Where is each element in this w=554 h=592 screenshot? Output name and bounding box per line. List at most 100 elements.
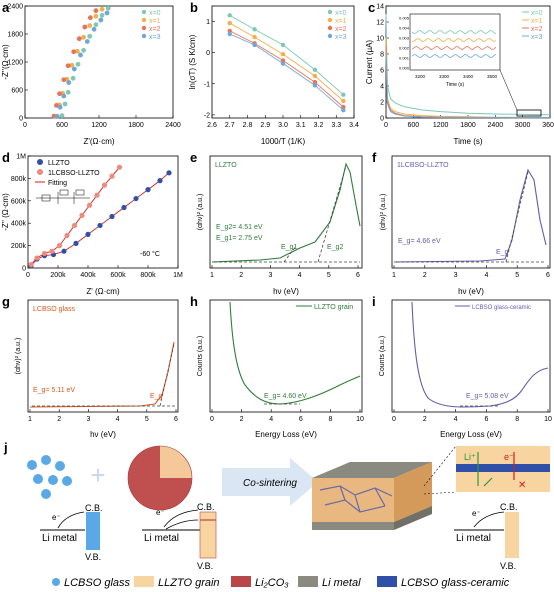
note-eg-f: E_g= 4.66 eV xyxy=(398,238,441,245)
d-ytick-label: 0 xyxy=(22,266,26,273)
inset-tick-label: 3200 xyxy=(415,74,426,79)
data-point xyxy=(280,42,286,48)
i-tick-label: 8 xyxy=(515,416,519,423)
absorption-curve-f xyxy=(393,168,547,263)
data-point xyxy=(109,173,115,179)
legend-c: x=0x=1x=2x=3 xyxy=(522,10,543,41)
data-point xyxy=(227,28,232,34)
x-axis-label-d: Z' (Ω·cm) xyxy=(86,287,120,296)
panel-f: f 1LCBSO-LLZTO 1 2 3 4 5 6 hν (eV) (αhν)² (a.… xyxy=(372,150,551,296)
c-ytick-label: 2 xyxy=(380,100,384,107)
data-point xyxy=(57,104,63,110)
legend-label: x=3 xyxy=(531,34,543,41)
data-point xyxy=(86,202,93,208)
series-line xyxy=(229,33,344,111)
llzto-gap-bar xyxy=(199,511,217,559)
f-tick-label: 2 xyxy=(423,272,427,279)
legend-label-h: LLZTO grain xyxy=(314,304,353,311)
legend-swatch-limetal xyxy=(298,576,318,587)
a-ytick-label: 1800 xyxy=(7,32,23,39)
data-point xyxy=(252,42,257,48)
data-point xyxy=(101,182,108,188)
panel-letter-d: d xyxy=(2,150,10,165)
plot-frame-h xyxy=(209,299,363,413)
inset-series-line xyxy=(411,37,497,43)
i-tick-label: 4 xyxy=(454,416,458,423)
data-point xyxy=(69,62,75,68)
e-tick-label: 2 xyxy=(239,272,243,279)
inset-series-line xyxy=(411,45,497,51)
g-tick-label: 6 xyxy=(174,416,178,423)
data-point xyxy=(93,8,99,14)
data-point xyxy=(97,222,103,229)
data-point xyxy=(227,13,232,18)
mark-eg-g: E_g xyxy=(150,393,163,400)
d-ytick-label: 600k xyxy=(11,198,27,205)
legend-marker-llzto xyxy=(37,159,43,165)
d-tick-label: 400k xyxy=(80,272,96,279)
f-tick-label: 3 xyxy=(454,272,458,279)
data-point xyxy=(70,75,76,81)
inset-ytick-label: 0.003 xyxy=(399,36,410,41)
data-point xyxy=(312,83,318,88)
bottom-legend: LCBSO glass LLZTO grain Li₂CO₃ Li metal … xyxy=(52,576,510,589)
data-point xyxy=(133,195,139,202)
inset-ytick-label: 0.000 xyxy=(399,66,410,71)
data-point xyxy=(49,248,55,254)
d-tick-label: 600k xyxy=(110,272,126,279)
b-ytick-label: -2 xyxy=(204,112,210,119)
block-x-icon: ✕ xyxy=(518,480,526,491)
panel-title-g: LCBSO glass xyxy=(33,306,76,313)
panel-letter-e: e xyxy=(190,150,197,165)
y-axis-label-i: Counts (a.u.) xyxy=(379,336,386,376)
legend-label-i: LCBSO glass-ceramic xyxy=(472,305,531,311)
b-tick-label: 3.1 xyxy=(296,122,306,129)
data-point xyxy=(59,113,65,119)
eels-curve-h xyxy=(229,301,361,405)
band-diagram-llzto: Li metal C.B. V.B. e⁻ xyxy=(142,502,217,571)
legend-label: x=0 xyxy=(531,10,543,17)
c-tick-label: 2400 xyxy=(488,122,504,129)
legend-a: x=0x=1x=2x=3 xyxy=(141,9,161,41)
data-point xyxy=(87,15,93,21)
data-point xyxy=(145,187,151,193)
inset-series-line xyxy=(411,29,497,35)
data-point xyxy=(91,26,97,32)
data-point xyxy=(252,27,257,32)
note-eg-i: E_g= 5.08 eV xyxy=(466,393,509,400)
series-line xyxy=(385,53,550,119)
circuit-icon xyxy=(36,189,90,204)
ticks-e: 1 2 3 4 5 6 xyxy=(210,265,360,279)
inset-x-label-c: Time (s) xyxy=(446,82,464,88)
b-ytick-label: 0 xyxy=(206,50,210,57)
li-metal-label-2: Li metal xyxy=(144,533,179,544)
plot-frame-i xyxy=(391,299,551,413)
g-tick-label: 1 xyxy=(28,416,32,423)
band-diagram-composite: Li metal C.B. V.B. e⁻ xyxy=(454,502,519,571)
legend-label: x=3 xyxy=(149,34,161,41)
data-points-a xyxy=(51,5,111,119)
inset-series-c: 3200 3300 3400 3500 0.000 0.001 0.002 0.003 0.00… xyxy=(399,16,498,80)
b-tick-label: 3.3 xyxy=(331,122,341,129)
mark-eg1-e: E_g1 xyxy=(281,244,297,251)
i-tick-label: 0 xyxy=(392,416,396,423)
c-tick-label: 600 xyxy=(407,122,419,129)
vb-label-3: V.B. xyxy=(500,561,516,571)
legend-marker xyxy=(141,33,147,39)
data-point xyxy=(157,178,163,184)
legend-swatch-llzto xyxy=(134,576,154,587)
data-point xyxy=(61,77,67,83)
data-point xyxy=(87,33,93,39)
glass-ceramic-layer xyxy=(456,464,550,472)
d-ytick-label: 800k xyxy=(11,176,27,183)
legend-marker xyxy=(141,25,147,31)
mark-eg-f: E_g xyxy=(496,249,509,256)
llzto-grain-sphere xyxy=(127,445,193,511)
data-point xyxy=(61,93,67,99)
d-tick-label: 800k xyxy=(140,272,156,279)
plot-frame-e xyxy=(209,155,363,269)
plus-icon: + xyxy=(90,460,105,490)
data-point xyxy=(104,10,110,16)
